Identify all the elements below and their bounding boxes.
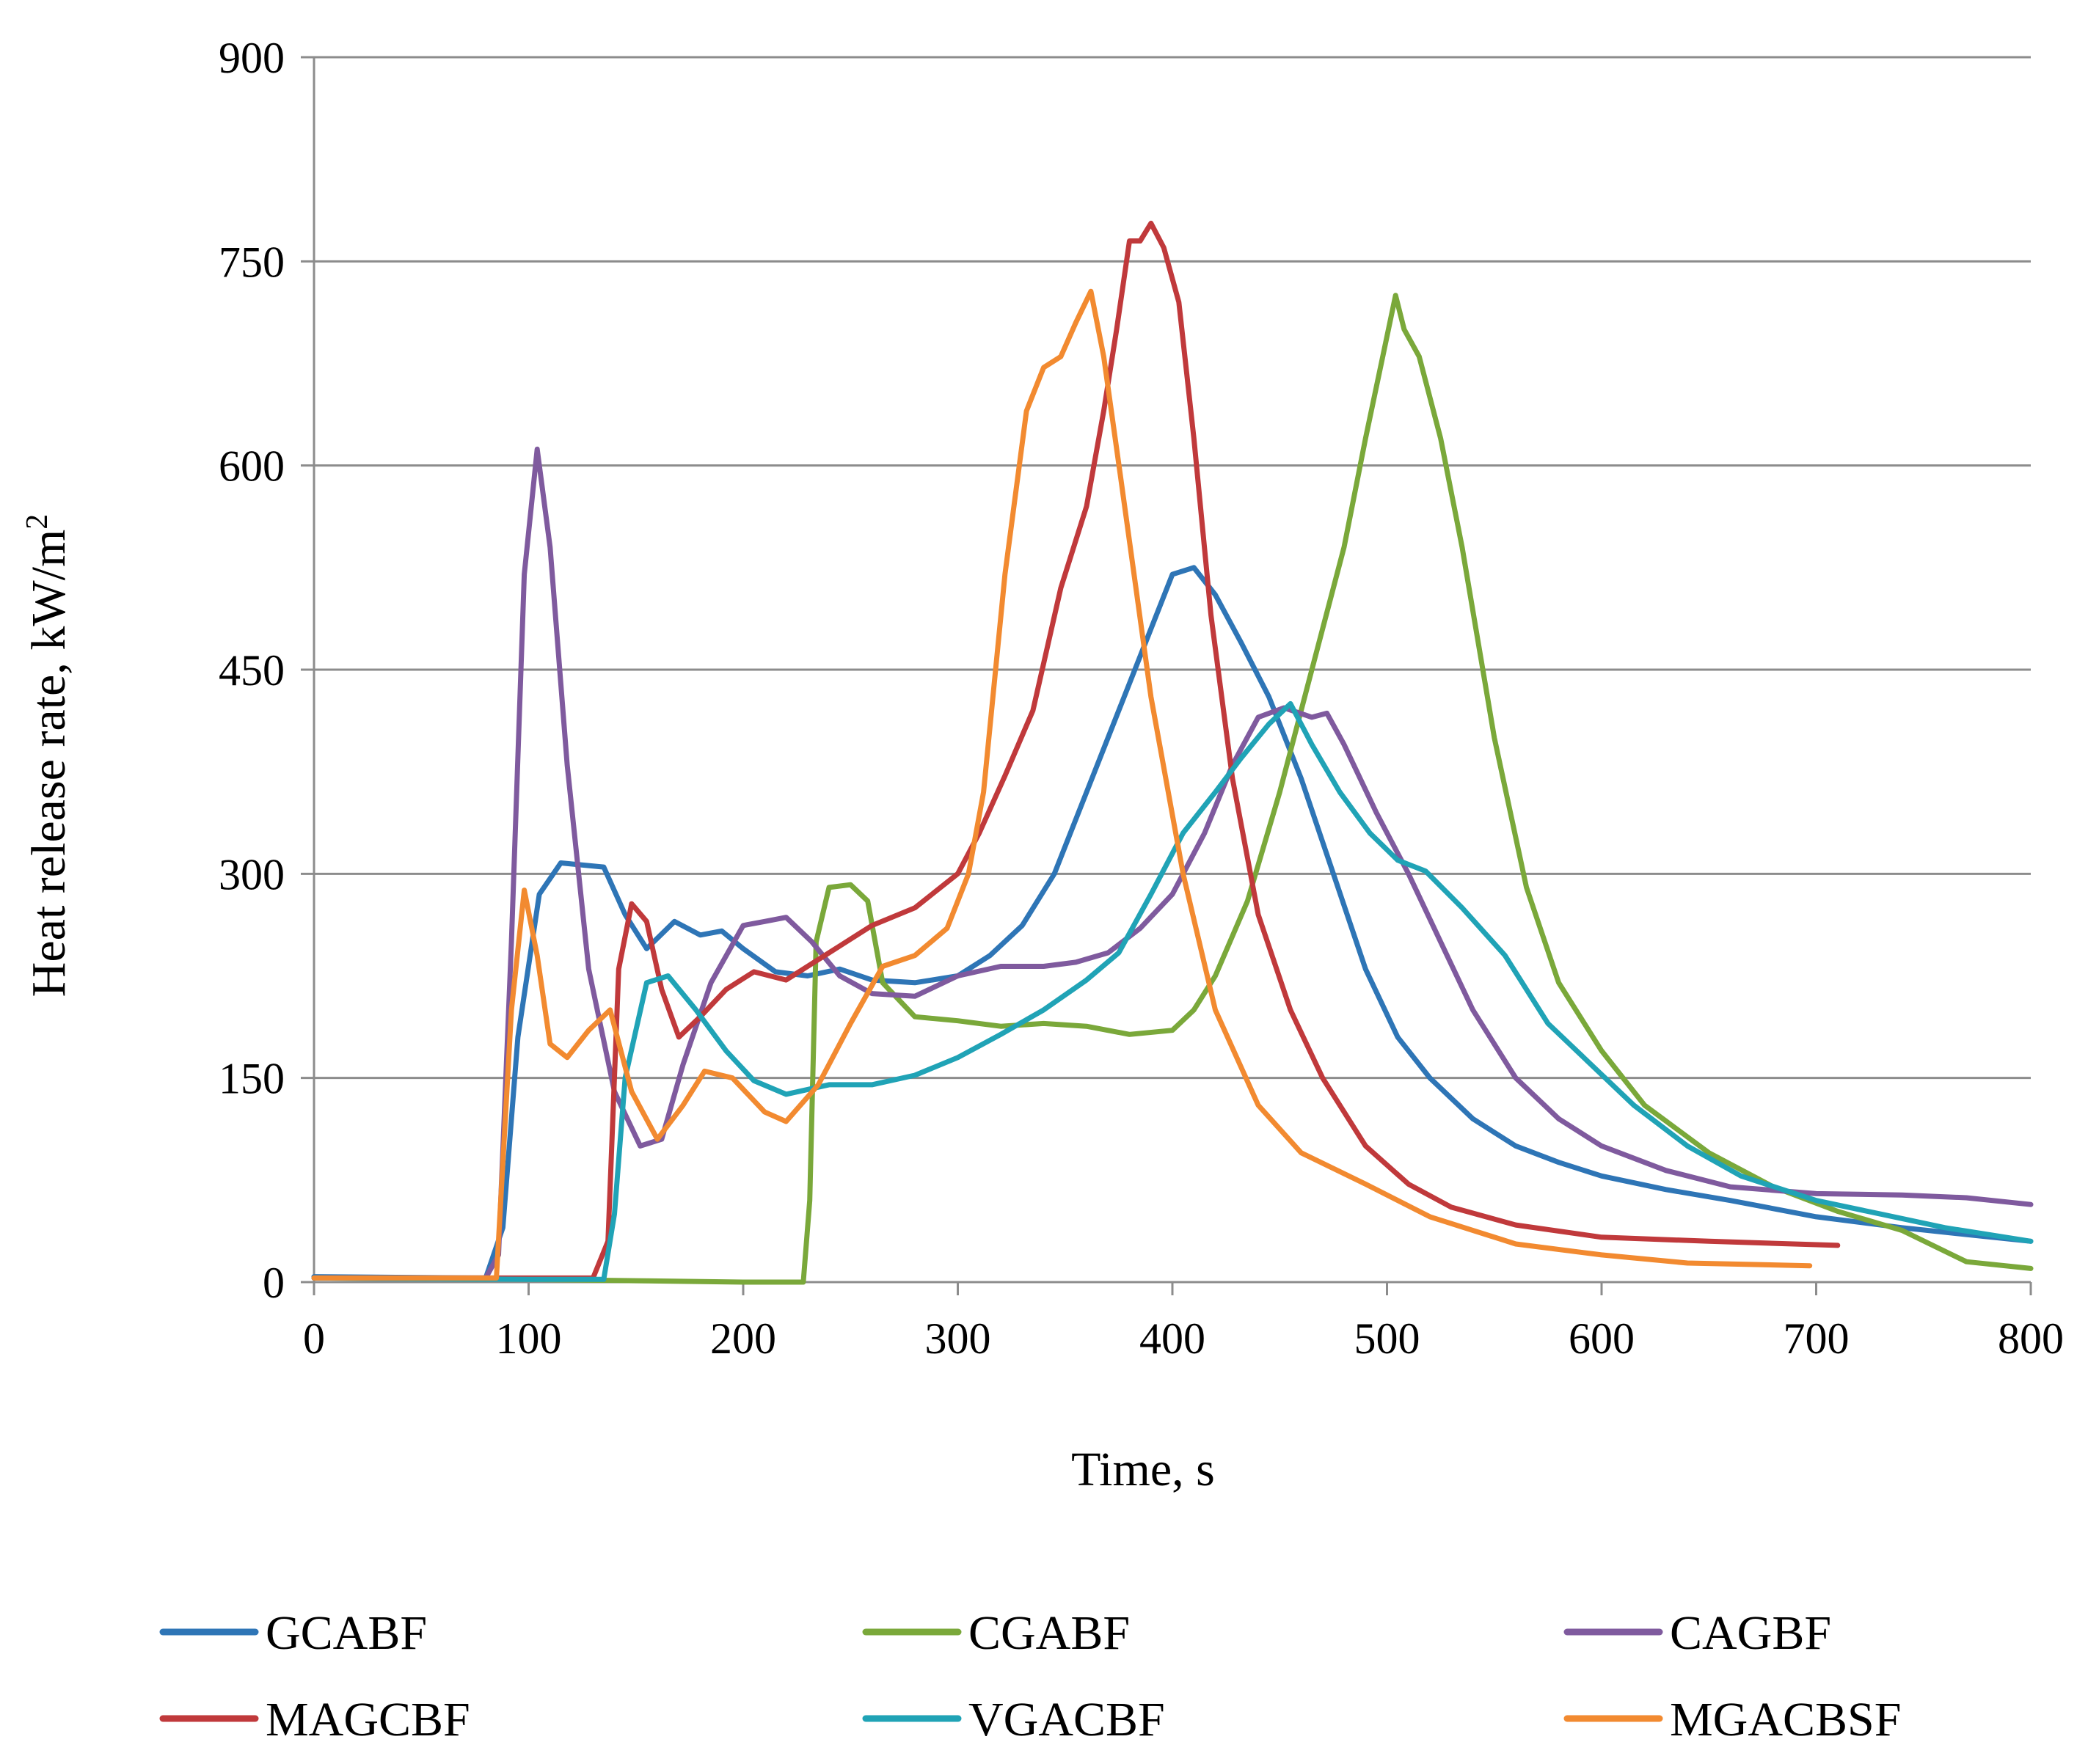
series-line-mgacbsf bbox=[311, 288, 1813, 1281]
y-tick-label: 0 bbox=[263, 1259, 285, 1307]
gridlines bbox=[314, 56, 2031, 1080]
x-tick-label: 0 bbox=[303, 1314, 325, 1363]
series-line-magcbf bbox=[311, 220, 1841, 1281]
x-axis-title: Time, s bbox=[1071, 1443, 1215, 1496]
legend-label-gcabf: GCABF bbox=[266, 1606, 427, 1660]
x-tick-label: 100 bbox=[496, 1314, 562, 1363]
legend-label-cgabf: CGABF bbox=[968, 1606, 1130, 1660]
y-tick-label: 150 bbox=[219, 1055, 285, 1103]
tick-labels: 0 150 300 450 600 750 900 0 100 200 300 400 500 600 70… bbox=[219, 34, 2064, 1363]
series-line-gcabf bbox=[311, 565, 2034, 1281]
legend-item-cgabf: CGABF bbox=[862, 1606, 1130, 1660]
legend-item-cagbf: CAGBF bbox=[1563, 1606, 1831, 1660]
x-tick-label: 400 bbox=[1139, 1314, 1205, 1363]
y-tick-label: 600 bbox=[219, 442, 285, 491]
y-tick-label: 300 bbox=[219, 850, 285, 899]
y-axis-title: Heat release rate, kW/m2 bbox=[21, 514, 76, 998]
legend-item-vgacbf: VGACBF bbox=[862, 1693, 1165, 1746]
legend-item-mgacbsf: MGACBSF bbox=[1563, 1693, 1901, 1746]
x-tick-label: 500 bbox=[1354, 1314, 1420, 1363]
legend-label-vgacbf: VGACBF bbox=[968, 1693, 1165, 1746]
legend-label-mgacbsf: MGACBSF bbox=[1670, 1693, 1901, 1746]
series-line-cgabf bbox=[311, 293, 2034, 1285]
legend-label-magcbf: MAGCBF bbox=[266, 1693, 470, 1746]
y-tick-label: 900 bbox=[219, 34, 285, 82]
x-tick-label: 800 bbox=[1998, 1314, 2064, 1363]
legend-label-cagbf: CAGBF bbox=[1670, 1606, 1831, 1660]
x-tick-label: 700 bbox=[1784, 1314, 1850, 1363]
x-tick-label: 600 bbox=[1569, 1314, 1635, 1363]
legend: GCABF CGABF CAGBF MAGCBF VGACBF MGACBSF bbox=[159, 1606, 1901, 1746]
y-tick-label: 750 bbox=[219, 238, 285, 286]
series-line-cagbf bbox=[311, 446, 2034, 1281]
x-tick-label: 300 bbox=[925, 1314, 991, 1363]
y-tick-label: 450 bbox=[219, 646, 285, 695]
y-axis-title-superscript: 2 bbox=[21, 514, 54, 530]
series-line-vgacbf bbox=[311, 700, 2034, 1282]
x-tick-label: 200 bbox=[710, 1314, 776, 1363]
y-axis-title-text: Heat release rate, kW/m bbox=[22, 530, 76, 998]
legend-item-gcabf: GCABF bbox=[159, 1606, 427, 1660]
legend-item-magcbf: MAGCBF bbox=[159, 1693, 470, 1746]
data-series bbox=[311, 220, 2034, 1285]
